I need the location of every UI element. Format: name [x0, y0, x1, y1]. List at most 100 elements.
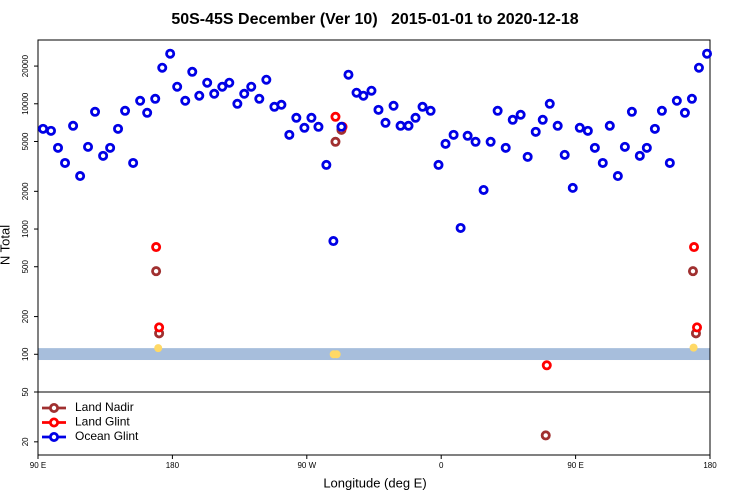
point — [693, 62, 704, 73]
point — [671, 95, 682, 106]
x-tick-label: 180 — [166, 461, 180, 470]
point — [98, 150, 109, 161]
point — [492, 105, 503, 116]
point — [83, 141, 94, 152]
y-tick-label: 100 — [21, 347, 30, 361]
point — [194, 90, 205, 101]
point — [455, 222, 466, 233]
point — [232, 98, 243, 109]
y-tick-label: 20 — [21, 437, 30, 446]
point — [254, 93, 265, 104]
point — [202, 77, 213, 88]
point — [507, 114, 518, 125]
point — [38, 123, 49, 134]
legend-label: Ocean Glint — [75, 429, 139, 443]
plot-frame — [37, 39, 711, 456]
point — [679, 107, 690, 118]
x-tick-label: 90 E — [30, 461, 46, 470]
point — [239, 88, 250, 99]
point — [649, 123, 660, 134]
point — [120, 105, 131, 116]
point — [597, 157, 608, 168]
y-tick-label: 5000 — [21, 132, 30, 150]
point — [552, 120, 563, 131]
point — [68, 120, 79, 131]
point — [209, 88, 220, 99]
point — [448, 129, 459, 140]
point — [330, 111, 341, 122]
point — [180, 95, 191, 106]
point — [604, 120, 615, 131]
y-axis-title: N Total — [0, 225, 12, 265]
highlight-point — [689, 343, 698, 352]
point — [135, 95, 146, 106]
point — [154, 322, 165, 333]
point — [90, 106, 101, 117]
point — [142, 107, 153, 118]
point — [45, 125, 56, 136]
x-tick-label: 90 W — [297, 461, 316, 470]
point — [224, 77, 235, 88]
point — [105, 142, 116, 153]
point — [541, 360, 552, 371]
point — [544, 98, 555, 109]
point — [433, 159, 444, 170]
y-tick-label: 20000 — [21, 54, 30, 77]
point — [299, 122, 310, 133]
legend-label: Land Glint — [75, 415, 130, 429]
point — [321, 159, 332, 170]
point — [567, 182, 578, 193]
point — [246, 81, 257, 92]
point — [291, 112, 302, 123]
point — [172, 81, 183, 92]
point — [612, 171, 623, 182]
y-tick-label: 10000 — [21, 92, 30, 115]
point — [656, 105, 667, 116]
point — [53, 142, 64, 153]
point — [113, 123, 124, 134]
point — [276, 99, 287, 110]
point — [395, 120, 406, 131]
point — [485, 136, 496, 147]
point — [440, 138, 451, 149]
point — [128, 157, 139, 168]
point — [619, 141, 630, 152]
point — [522, 151, 533, 162]
highlight-point — [154, 344, 163, 353]
point — [589, 142, 600, 153]
legend-marker — [49, 402, 60, 413]
point — [366, 85, 377, 96]
legend-label: Land Nadir — [75, 400, 134, 414]
point — [75, 171, 86, 182]
y-tick-label: 500 — [21, 260, 30, 274]
legend-marker — [49, 417, 60, 428]
point — [261, 74, 272, 85]
point — [425, 105, 436, 116]
x-tick-label: 0 — [439, 461, 444, 470]
point — [330, 136, 341, 147]
chart-title: 50S-45S December (Ver 10) 2015-01-01 to … — [171, 11, 578, 28]
y-tick-label: 50 — [21, 387, 30, 396]
point — [328, 236, 339, 247]
point — [515, 109, 526, 120]
point — [380, 117, 391, 128]
point — [403, 120, 414, 131]
point — [574, 122, 585, 133]
point — [313, 121, 324, 132]
point — [537, 114, 548, 125]
y-tick-label: 200 — [21, 309, 30, 323]
point — [540, 430, 551, 441]
point — [284, 129, 295, 140]
point — [559, 149, 570, 160]
point — [343, 69, 354, 80]
point — [641, 142, 652, 153]
point — [462, 130, 473, 141]
point — [417, 101, 428, 112]
point — [373, 104, 384, 115]
point — [686, 93, 697, 104]
y-tick-label: 1000 — [21, 220, 30, 238]
highlight-point — [332, 350, 341, 359]
point — [151, 242, 162, 253]
